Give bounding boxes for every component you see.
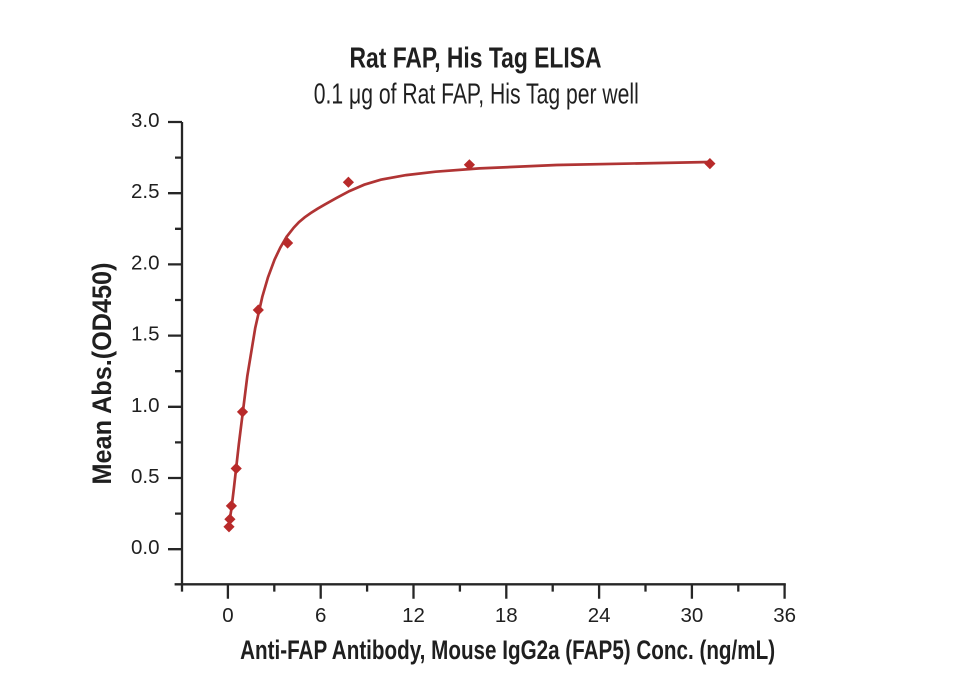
svg-text:Anti-FAP Antibody, Mouse IgG2a: Anti-FAP Antibody, Mouse IgG2a (FAP5) Co… [240,635,775,665]
svg-text:6: 6 [315,604,326,627]
svg-text:2.0: 2.0 [131,251,160,274]
svg-text:30: 30 [680,604,703,627]
svg-text:24: 24 [588,604,611,627]
svg-text:2.5: 2.5 [131,180,160,203]
svg-text:Mean Abs.(OD450): Mean Abs.(OD450) [87,263,117,485]
svg-text:12: 12 [402,604,425,627]
svg-text:0.1 μg of Rat FAP, His Tag per: 0.1 μg of Rat FAP, His Tag per well [314,79,639,111]
svg-text:36: 36 [773,604,796,627]
svg-text:1.0: 1.0 [131,394,160,417]
svg-text:18: 18 [495,604,518,627]
svg-text:0: 0 [222,604,233,627]
svg-text:0.0: 0.0 [131,536,160,559]
svg-text:Rat FAP, His Tag ELISA: Rat FAP, His Tag ELISA [350,43,602,75]
svg-text:3.0: 3.0 [131,109,160,132]
svg-text:0.5: 0.5 [131,465,160,488]
svg-text:1.5: 1.5 [131,323,160,346]
